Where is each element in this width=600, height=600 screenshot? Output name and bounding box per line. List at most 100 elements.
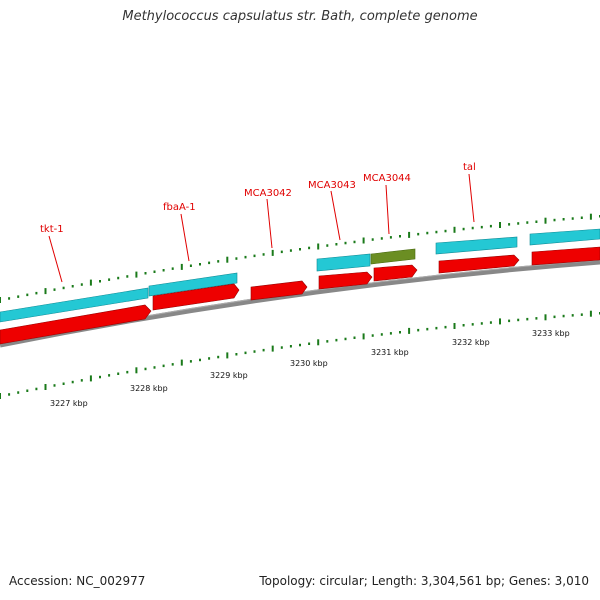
outer-tick-row: [0, 213, 600, 303]
gene-minus-1[interactable]: [0, 304, 152, 345]
minor-tick: [417, 232, 420, 236]
minor-tick: [117, 276, 120, 280]
major-tick: [0, 297, 1, 303]
genome-summary-text: Topology: circular; Length: 3,304,561 bp…: [259, 574, 589, 588]
minor-tick: [126, 370, 129, 374]
gene-label-tkt-1[interactable]: tkt-1: [40, 224, 64, 235]
minor-tick: [380, 333, 383, 336]
minor-tick: [217, 355, 220, 359]
minor-tick: [235, 353, 238, 356]
minor-tick: [399, 331, 401, 334]
gene-minus-5[interactable]: [373, 264, 418, 282]
minor-tick: [535, 317, 538, 320]
minor-tick: [108, 278, 111, 281]
gene-minus-4[interactable]: [318, 271, 373, 290]
minor-tick: [62, 286, 65, 290]
kbp-label: 3232 kbp: [452, 338, 490, 347]
gene-plus-tkt-1[interactable]: [0, 287, 149, 323]
minor-tick: [144, 367, 147, 371]
minor-tick: [289, 345, 292, 348]
minor-tick: [353, 336, 356, 339]
major-tick: [317, 339, 320, 346]
minor-tick: [326, 340, 329, 343]
minor-tick: [508, 223, 511, 226]
minor-tick: [189, 264, 192, 267]
minor-tick: [289, 249, 292, 252]
minor-tick: [8, 297, 11, 300]
minor-tick: [99, 375, 101, 379]
minor-tick: [526, 221, 529, 224]
minor-tick: [353, 240, 356, 244]
major-tick: [89, 375, 92, 382]
minor-tick: [171, 363, 174, 366]
minor-tick: [162, 269, 165, 272]
gene-minus-6[interactable]: [438, 254, 520, 274]
minor-tick: [480, 322, 483, 325]
leader-fbaA-1: [180, 213, 190, 262]
minor-tick: [199, 358, 201, 362]
minor-tick: [417, 328, 420, 332]
minor-tick: [71, 285, 74, 288]
major-tick: [408, 327, 411, 334]
gene-plus-fbaA-1[interactable]: [148, 272, 238, 297]
kbp-label: 3230 kbp: [290, 359, 328, 368]
minor-tick: [426, 231, 429, 235]
minor-tick: [71, 380, 74, 384]
minor-tick: [35, 387, 38, 391]
major-tick: [180, 359, 183, 366]
minor-tick: [308, 246, 311, 250]
minor-tick: [189, 360, 192, 363]
major-tick: [499, 318, 501, 325]
minor-tick: [262, 348, 265, 352]
gene-label-fbaA-1[interactable]: fbaA-1: [163, 202, 196, 213]
leader-tkt-1: [48, 235, 63, 283]
major-tick: [453, 226, 456, 233]
minor-tick: [380, 237, 383, 240]
minor-tick: [535, 220, 538, 223]
major-tick: [544, 217, 547, 224]
minor-tick: [99, 280, 101, 283]
minor-tick: [462, 324, 465, 327]
minor-tick: [444, 325, 447, 329]
major-tick: [135, 271, 138, 278]
kbp-label: 3231 kbp: [371, 348, 409, 357]
major-tick: [362, 237, 365, 244]
gene-label-mca3042[interactable]: MCA3042: [244, 188, 292, 199]
kbp-label: 3228 kbp: [130, 384, 168, 393]
gene-minus-7[interactable]: [531, 246, 600, 266]
leader-mca3043: [330, 190, 341, 241]
minor-tick: [53, 288, 56, 291]
gene-label-mca3043[interactable]: MCA3043: [308, 180, 356, 191]
minor-tick: [471, 226, 474, 230]
major-tick: [317, 243, 320, 250]
minor-tick: [517, 318, 520, 322]
kbp-label: 3227 kbp: [50, 399, 88, 408]
major-tick: [589, 213, 592, 220]
minor-tick: [244, 255, 247, 259]
gene-label-mca3044[interactable]: MCA3044: [363, 173, 411, 184]
gene-label-tal[interactable]: tal: [463, 162, 476, 173]
minor-tick: [580, 216, 583, 219]
gene-plus-tal[interactable]: [435, 236, 518, 255]
gene-plus-next[interactable]: [529, 228, 600, 246]
minor-tick: [217, 260, 220, 263]
minor-tick: [253, 350, 256, 353]
leader-mca3044: [385, 184, 390, 235]
minor-tick: [80, 283, 83, 286]
gene-plus-mca3043[interactable]: [316, 253, 371, 272]
minor-tick: [8, 393, 11, 396]
minor-tick: [162, 364, 165, 368]
major-tick: [362, 333, 365, 340]
minor-tick: [426, 327, 429, 331]
major-tick: [89, 279, 92, 286]
gene-minus-2[interactable]: [152, 283, 240, 311]
minor-tick: [280, 346, 283, 349]
minor-tick: [344, 241, 347, 245]
minor-tick: [153, 366, 156, 369]
minor-tick: [171, 267, 174, 270]
gene-minus-3[interactable]: [250, 280, 308, 301]
minor-tick: [526, 317, 529, 321]
minor-tick: [344, 337, 347, 341]
gene-selected-mca3044[interactable]: [370, 248, 416, 265]
